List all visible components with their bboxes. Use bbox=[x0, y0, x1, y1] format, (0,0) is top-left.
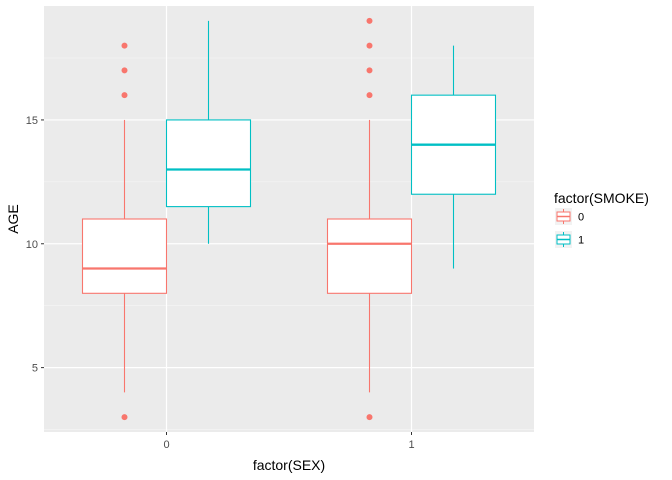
outlier-point bbox=[121, 42, 128, 49]
box-series-1-sex-1 bbox=[410, 45, 497, 269]
legend: factor(SMOKE) 0 1 bbox=[554, 190, 649, 248]
y-tick-label: 5 bbox=[32, 363, 38, 375]
outlier-point bbox=[366, 67, 373, 74]
box-iqr bbox=[326, 218, 413, 294]
outlier-point bbox=[121, 92, 128, 99]
outlier-point bbox=[366, 42, 373, 49]
boxes-layer bbox=[81, 17, 497, 421]
x-axis-title: factor(SEX) bbox=[253, 457, 325, 473]
outlier-point bbox=[366, 92, 373, 99]
outlier-point bbox=[366, 17, 373, 24]
legend-title: factor(SMOKE) bbox=[554, 190, 649, 206]
x-tick-label: 1 bbox=[408, 439, 414, 451]
box-iqr bbox=[165, 119, 252, 208]
box-iqr bbox=[81, 218, 168, 294]
outlier-point bbox=[366, 414, 373, 421]
box-series-0-sex-0 bbox=[81, 42, 168, 421]
y-axis-title: AGE bbox=[5, 204, 21, 234]
box-series-1-sex-0 bbox=[165, 20, 252, 244]
box-series-0-sex-1 bbox=[326, 17, 413, 421]
outlier-point bbox=[121, 414, 128, 421]
legend-entry-label: 0 bbox=[578, 212, 584, 224]
outlier-point bbox=[121, 67, 128, 74]
x-tick-label: 0 bbox=[163, 439, 169, 451]
legend-entry-label: 1 bbox=[578, 235, 584, 247]
y-axis: 5 10 15 bbox=[26, 115, 44, 375]
y-tick-label: 10 bbox=[26, 239, 38, 251]
y-tick-label: 15 bbox=[26, 115, 38, 127]
